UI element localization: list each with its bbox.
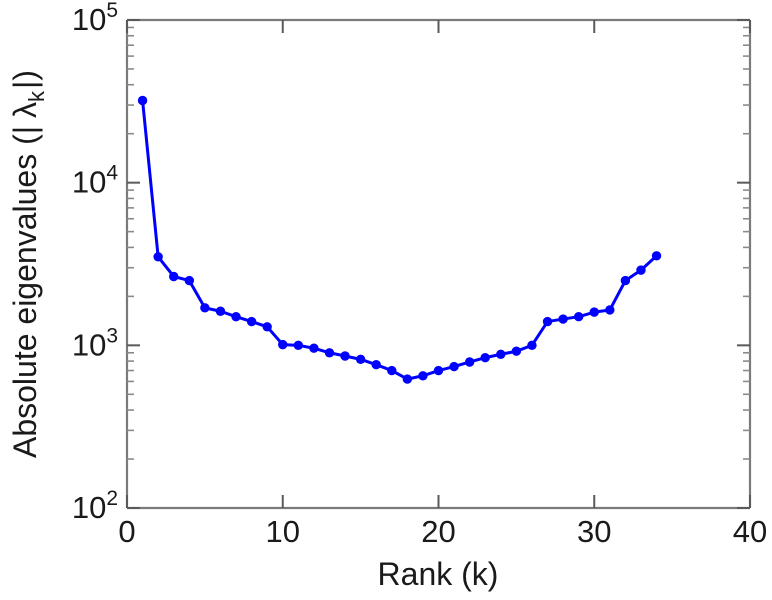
data-point-marker <box>620 275 631 286</box>
data-point-marker <box>605 305 615 315</box>
series-markers <box>137 95 662 384</box>
data-point-marker <box>402 374 413 384</box>
y-axis-tick-labels: 102 103 104 105 <box>72 0 118 525</box>
data-point-marker <box>231 311 241 322</box>
x-axis-ticks <box>126 20 751 508</box>
data-point-marker <box>464 357 475 367</box>
data-point-marker <box>169 271 179 282</box>
y-tick-label: 104 <box>72 162 118 200</box>
data-point-marker <box>542 316 553 327</box>
data-point-marker <box>355 354 366 365</box>
data-point-marker <box>511 346 522 356</box>
y-axis-title: Absolute eigenvalues (| λk|) <box>7 70 49 458</box>
data-point-marker <box>184 275 194 286</box>
data-point-marker <box>433 365 444 376</box>
data-point-marker <box>246 316 257 327</box>
data-point-marker <box>387 365 397 376</box>
series-line <box>141 99 659 381</box>
data-point-marker <box>262 322 272 332</box>
x-tick-label: 10 <box>266 514 300 549</box>
x-tick-label: 0 <box>118 514 135 549</box>
data-point-marker <box>527 340 537 351</box>
data-point-marker <box>651 251 662 261</box>
data-point-marker <box>636 265 646 275</box>
y-tick-label: 102 <box>72 487 118 525</box>
y-tick-label: 105 <box>72 0 118 37</box>
data-point-marker <box>153 252 163 262</box>
x-tick-label: 40 <box>733 514 767 549</box>
y-axis-title-suffix: |) <box>7 70 43 89</box>
x-tick-label: 30 <box>577 514 611 549</box>
data-point-marker <box>589 307 599 317</box>
data-point-marker <box>480 352 490 363</box>
plot-axes-frame <box>125 18 752 510</box>
data-point-marker <box>278 339 288 350</box>
svg-text:Absolute eigenvalues (|λk|): Absolute eigenvalues (| λk|) <box>7 70 49 458</box>
data-point-marker <box>200 303 210 313</box>
data-point-marker <box>309 343 319 353</box>
y-axis-ticks <box>127 19 750 509</box>
data-point-marker <box>496 349 506 360</box>
y-tick-label: 103 <box>72 324 118 362</box>
data-point-marker <box>558 314 568 324</box>
data-point-marker <box>449 361 459 372</box>
x-tick-label: 20 <box>421 514 455 549</box>
data-point-marker <box>340 351 350 361</box>
data-point-marker <box>418 371 428 381</box>
y-axis-title-subscript: k <box>24 90 49 102</box>
data-point-marker <box>215 306 226 316</box>
data-point-marker <box>324 348 335 358</box>
data-point-marker <box>293 340 304 351</box>
x-axis-tick-labels: 0 10 20 30 40 <box>118 514 767 549</box>
y-axis-title-prefix: Absolute eigenvalues (| <box>7 126 43 458</box>
y-axis-title-lambda: λ <box>7 102 43 118</box>
data-point-marker <box>137 95 148 106</box>
data-point-marker <box>573 311 584 322</box>
eigenvalue-series <box>137 95 662 384</box>
x-axis-title: Rank (k) <box>378 556 499 592</box>
data-point-marker <box>371 360 381 370</box>
